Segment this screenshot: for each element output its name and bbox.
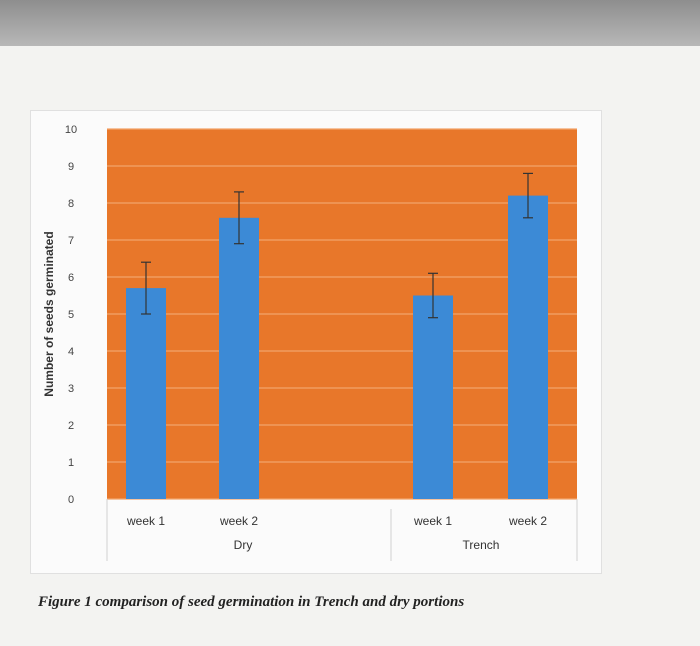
y-tick-label: 4 xyxy=(68,346,74,358)
x-category-label: week 1 xyxy=(413,514,452,528)
background-top-band xyxy=(0,0,700,52)
bars xyxy=(126,172,548,500)
y-tick-label: 6 xyxy=(68,272,74,284)
bar xyxy=(126,288,166,499)
y-tick-label: 10 xyxy=(65,124,77,136)
y-axis-label: Number of seeds germinated xyxy=(42,231,56,396)
y-tick-label: 9 xyxy=(68,161,74,173)
gridlines xyxy=(107,128,577,500)
bar xyxy=(508,195,548,499)
chart-frame: 0 1 2 3 4 5 6 7 8 9 10 week 1 week 2 Dry week 1 week 2… xyxy=(30,110,602,574)
bar xyxy=(413,295,453,499)
bar xyxy=(219,217,259,500)
y-tick-label: 0 xyxy=(68,494,74,506)
y-tick-label: 1 xyxy=(68,457,74,469)
y-tick-label: 7 xyxy=(68,235,74,247)
y-axis-ticks: 0 1 2 3 4 5 6 7 8 9 10 xyxy=(65,124,77,506)
x-group-label: Dry xyxy=(234,538,253,552)
x-axis-categories: week 1 week 2 Dry week 1 week 2 Trench xyxy=(106,499,578,561)
y-tick-label: 2 xyxy=(68,420,74,432)
figure-caption: Figure 1 comparison of seed germination … xyxy=(38,594,465,610)
y-tick-label: 5 xyxy=(68,309,74,321)
y-tick-label: 3 xyxy=(68,383,74,395)
x-category-label: week 2 xyxy=(508,514,547,528)
y-tick-label: 8 xyxy=(68,198,74,210)
x-category-label: week 1 xyxy=(126,514,165,528)
x-group-label: Trench xyxy=(463,538,500,552)
x-category-label: week 2 xyxy=(219,514,258,528)
bar-chart: 0 1 2 3 4 5 6 7 8 9 10 week 1 week 2 Dry week 1 week 2… xyxy=(42,124,578,561)
